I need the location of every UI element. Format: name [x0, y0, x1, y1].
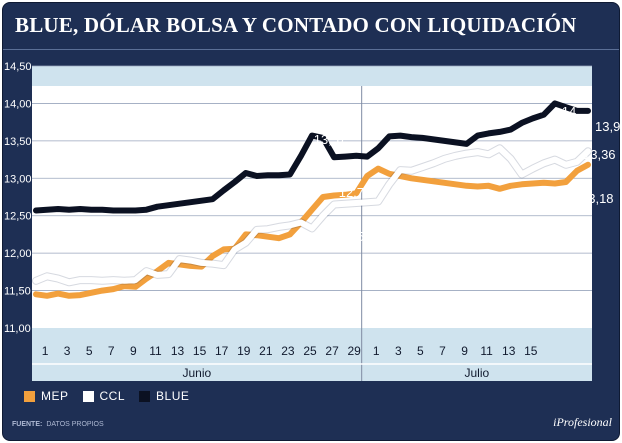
series-line-ccl	[33, 145, 591, 286]
legend-label-ccl: CCL	[99, 389, 126, 403]
x-tick-label: 1	[42, 344, 49, 358]
month-label-julio: Julio	[464, 366, 489, 380]
data-label: 13,57	[314, 132, 347, 147]
y-tick-label: 14,50	[4, 61, 32, 73]
x-tick-label: 17	[215, 344, 229, 358]
data-label: 13,18	[581, 191, 614, 206]
x-tick-label: 1	[373, 344, 380, 358]
x-tick-label: 9	[461, 344, 468, 358]
x-tick-label: 5	[417, 344, 424, 358]
brand-logo: iProfesional	[553, 415, 612, 429]
month-label-junio: Junio	[182, 366, 211, 380]
legend-label-mep: MEP	[41, 389, 69, 403]
x-tick-label: 13	[171, 344, 185, 358]
data-label: 12,65	[332, 229, 365, 244]
x-axis-band	[32, 328, 592, 381]
source-note: FUENTE: DATOS PROPIOS	[12, 421, 104, 428]
x-tick-label: 23	[281, 344, 295, 358]
data-label: 13,9	[595, 119, 620, 134]
x-tick-label: 27	[325, 344, 339, 358]
y-tick-label: 14,00	[4, 98, 32, 110]
x-tick-label: 11	[480, 344, 493, 358]
y-tick-label: 12,50	[4, 211, 32, 223]
x-tick-label: 13	[502, 344, 516, 358]
y-tick-label: 13,00	[4, 173, 32, 185]
y-tick-label: 12,00	[4, 248, 32, 260]
x-tick-label: 15	[524, 344, 538, 358]
x-tick-label: 3	[64, 344, 71, 358]
legend-swatch-blue	[139, 390, 151, 402]
x-tick-label: 5	[86, 344, 93, 358]
series-line-blue	[33, 100, 591, 214]
source-key: FUENTE:	[12, 421, 43, 428]
y-tick-label: 11,00	[4, 323, 31, 335]
y-tick-label: 13,50	[4, 136, 32, 148]
title-divider	[3, 49, 619, 50]
chart-legend: MEP CCL BLUE	[24, 388, 189, 404]
legend-swatch-mep	[24, 390, 35, 402]
legend-item-ccl: CCL	[82, 389, 126, 403]
x-tick-label: 19	[237, 344, 251, 358]
x-tick-label: 7	[108, 344, 115, 358]
x-tick-label: 29	[347, 344, 361, 358]
series-line-mep	[33, 161, 591, 299]
x-tick-label: 15	[193, 344, 207, 358]
x-tick-label: 25	[303, 344, 317, 358]
x-tick-label: 7	[439, 344, 446, 358]
chart-title: BLUE, DÓLAR BOLSA Y CONTADO CON LIQUIDAC…	[15, 13, 577, 37]
legend-item-mep: MEP	[24, 389, 69, 403]
x-tick-label: 3	[395, 344, 402, 358]
x-tick-label: 11	[149, 344, 162, 358]
top-band	[32, 66, 592, 86]
legend-swatch-ccl	[82, 390, 94, 402]
data-label: 14	[562, 104, 576, 119]
legend-label-blue: BLUE	[156, 389, 190, 403]
y-tick-label: 11,50	[4, 286, 31, 298]
data-label: 13,36	[583, 147, 616, 162]
legend-item-blue: BLUE	[139, 389, 189, 403]
x-tick-label: 21	[259, 344, 273, 358]
source-value: DATOS PROPIOS	[46, 421, 104, 428]
data-label: 12,78	[339, 185, 372, 200]
x-tick-label: 9	[130, 344, 137, 358]
